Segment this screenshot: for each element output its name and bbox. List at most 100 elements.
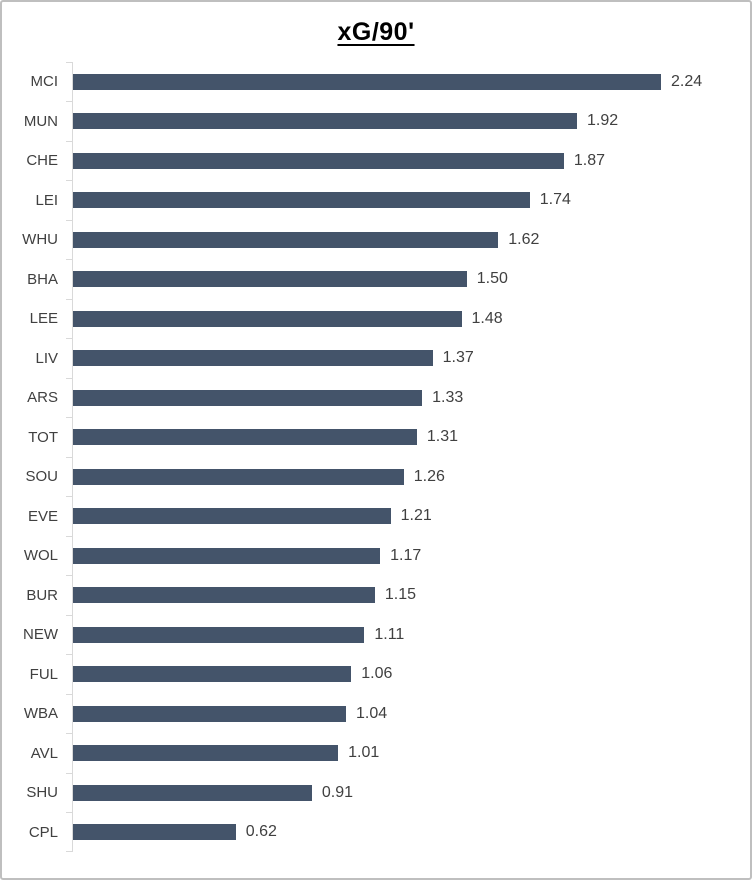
bar-row: AVL 1.01 — [2, 733, 750, 773]
bar-track: 1.50 — [66, 259, 750, 299]
bar-track: 1.48 — [66, 298, 750, 339]
bar-track: 1.62 — [66, 219, 750, 260]
value-label: 1.37 — [442, 349, 474, 367]
bar-row: MCI 2.24 — [2, 61, 750, 102]
bar-track: 0.91 — [66, 772, 750, 813]
value-label: 1.62 — [508, 230, 540, 248]
bar — [73, 271, 467, 288]
category-label: ARS — [27, 389, 58, 407]
bar — [73, 113, 577, 130]
bar-row: CHE 1.87 — [2, 140, 750, 181]
bar — [73, 468, 404, 485]
category-label: MCI — [30, 73, 59, 91]
bar-track: 1.17 — [66, 535, 750, 576]
bar — [73, 705, 346, 722]
bar-row: SOU 1.26 — [2, 456, 750, 497]
bar-track: 1.37 — [66, 338, 750, 378]
bar-row: CPL 0.62 — [2, 812, 750, 852]
bar-row: LIV 1.37 — [2, 338, 750, 378]
bar — [73, 152, 564, 169]
category-label: AVL — [30, 744, 58, 762]
bar-track: 1.15 — [66, 575, 750, 615]
bar — [73, 73, 661, 90]
bar-row: WOL 1.17 — [2, 535, 750, 576]
category-label: SHU — [26, 784, 58, 802]
bar-row: EVE 1.21 — [2, 496, 750, 536]
bar-row: SHU 0.91 — [2, 772, 750, 813]
value-label: 1.50 — [476, 270, 508, 288]
value-label: 1.17 — [390, 546, 422, 564]
bar-track: 1.26 — [66, 456, 750, 497]
bar-row: TOT 1.31 — [2, 417, 750, 457]
bar — [73, 310, 462, 327]
category-label: CPL — [28, 823, 58, 841]
bar-track: 1.11 — [66, 614, 750, 655]
category-label: TOT — [28, 428, 58, 446]
category-label: BHA — [27, 270, 58, 288]
bar-track: 1.04 — [66, 693, 750, 734]
bar-track: 1.01 — [66, 733, 750, 773]
value-label: 1.15 — [384, 586, 417, 604]
bar-row: NEW 1.11 — [2, 614, 750, 655]
category-label: LIV — [35, 349, 58, 367]
bar-row: WBA 1.04 — [2, 693, 750, 734]
value-label: 1.92 — [587, 112, 619, 130]
bar-row: LEI 1.74 — [2, 180, 750, 220]
value-label: 1.11 — [374, 625, 405, 643]
category-label: LEE — [29, 310, 58, 328]
bar — [73, 784, 312, 801]
value-label: 1.74 — [539, 191, 571, 209]
bar — [73, 626, 365, 643]
bar-track: 1.74 — [66, 180, 750, 220]
bar-row: ARS 1.33 — [2, 377, 750, 418]
bar-row: LEE 1.48 — [2, 298, 750, 339]
value-label: 1.48 — [471, 309, 503, 327]
bar-row: BHA 1.50 — [2, 259, 750, 299]
value-label: 0.91 — [321, 783, 354, 801]
bar-row: BUR 1.15 — [2, 575, 750, 615]
bar-track: 1.31 — [66, 417, 750, 457]
bar — [73, 508, 391, 525]
bar — [73, 587, 375, 604]
value-label: 1.04 — [356, 704, 388, 722]
category-label: LEI — [35, 191, 58, 209]
value-label: 1.87 — [573, 151, 606, 169]
bar-track: 0.62 — [66, 812, 750, 852]
bar-row: FUL 1.06 — [2, 654, 750, 694]
value-label: 1.26 — [413, 467, 445, 485]
category-label: WBA — [23, 705, 58, 723]
bar-track: 1.92 — [66, 101, 750, 141]
category-label: EVE — [27, 507, 58, 525]
value-label: 0.62 — [245, 823, 277, 841]
bar-track: 1.06 — [66, 654, 750, 694]
category-label: BUR — [26, 586, 58, 604]
bar — [73, 666, 352, 683]
value-label: 1.01 — [348, 744, 380, 762]
bar — [73, 547, 381, 564]
category-label: FUL — [29, 665, 58, 683]
bar — [73, 824, 236, 841]
bar — [73, 192, 530, 209]
bar — [73, 745, 339, 762]
value-label: 1.31 — [426, 428, 459, 446]
bar-row: WHU 1.62 — [2, 219, 750, 260]
bar — [73, 350, 433, 367]
category-label: NEW — [23, 626, 58, 644]
bar-track: 1.33 — [66, 377, 750, 418]
category-label: CHE — [26, 152, 58, 170]
category-label: MUN — [23, 112, 58, 130]
category-label: SOU — [25, 468, 58, 486]
plot-area: MCI 2.24 MUN 1.92 CHE 1.87 LEI 1.74 WHU … — [2, 61, 750, 852]
value-label: 1.06 — [361, 665, 393, 683]
value-label: 1.33 — [432, 388, 464, 406]
value-label: 2.24 — [671, 72, 703, 90]
bar — [73, 389, 423, 406]
bar — [73, 429, 417, 446]
category-label: WHU — [22, 231, 58, 249]
bar-track: 1.21 — [66, 496, 750, 536]
category-label: WOL — [23, 547, 58, 565]
bar-track: 2.24 — [66, 61, 750, 102]
value-label: 1.21 — [400, 507, 432, 525]
bar-track: 1.87 — [66, 140, 750, 181]
